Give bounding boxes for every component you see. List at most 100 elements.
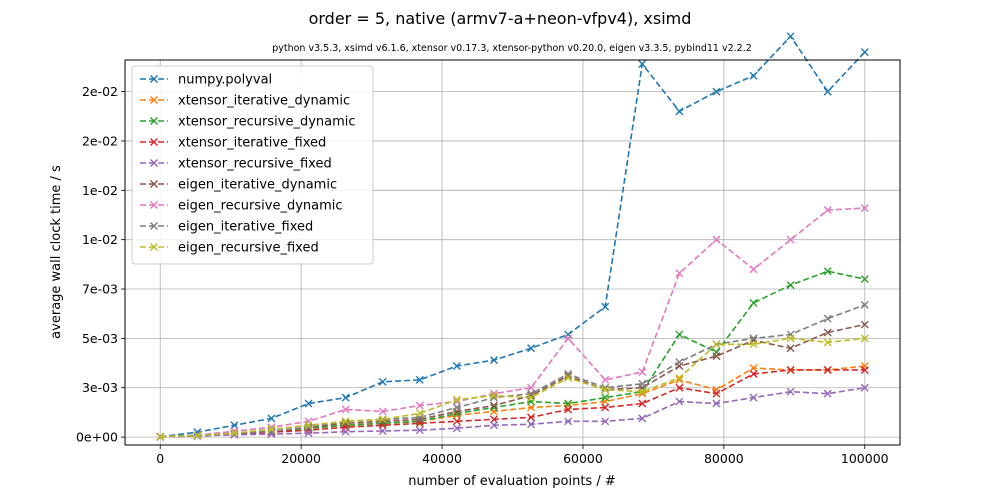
- marker-stroke: [675, 107, 684, 116]
- y-tick-label: 0e+00: [76, 430, 118, 445]
- legend-marker: [150, 180, 158, 188]
- y-tick-label: 2e-02: [82, 84, 118, 99]
- marker-stroke: [786, 365, 795, 374]
- marker-stroke: [378, 377, 387, 386]
- data-point: [527, 383, 536, 392]
- marker-stroke: [823, 389, 832, 398]
- data-point: [489, 401, 498, 410]
- marker-stroke: [378, 426, 387, 435]
- data-point: [601, 417, 610, 426]
- marker-stroke: [341, 393, 350, 402]
- data-point: [749, 71, 758, 80]
- data-point: [601, 375, 610, 384]
- marker-stroke: [304, 421, 313, 430]
- data-point: [452, 395, 461, 404]
- series-line: [160, 337, 865, 438]
- data-point: [230, 429, 239, 438]
- marker-stroke: [712, 352, 721, 361]
- data-point: [489, 356, 498, 365]
- marker-stroke: [341, 417, 350, 426]
- marker-stroke: [452, 395, 461, 404]
- data-point: [527, 420, 536, 429]
- data-point: [452, 424, 461, 433]
- data-point: [452, 403, 461, 412]
- marker-stroke: [749, 340, 758, 349]
- data-point: [527, 344, 536, 353]
- data-point: [304, 421, 313, 430]
- data-point: [415, 401, 424, 410]
- marker-stroke: [150, 138, 158, 146]
- marker-stroke: [638, 367, 647, 376]
- data-point: [415, 426, 424, 435]
- data-point: [489, 415, 498, 424]
- data-point: [564, 405, 573, 414]
- legend-label: eigen_recursive_dynamic: [178, 199, 343, 214]
- data-point: [341, 405, 350, 414]
- data-point: [712, 352, 721, 361]
- marker-stroke: [786, 281, 795, 290]
- data-point: [712, 235, 721, 244]
- marker-stroke: [527, 413, 536, 422]
- marker-stroke: [860, 383, 869, 392]
- legend-item: xtensor_iterative_fixed: [140, 136, 326, 151]
- marker-stroke: [378, 407, 387, 416]
- data-point: [527, 413, 536, 422]
- marker-stroke: [823, 338, 832, 347]
- data-point: [601, 302, 610, 311]
- marker-stroke: [712, 399, 721, 408]
- marker-stroke: [786, 387, 795, 396]
- marker-stroke: [341, 405, 350, 414]
- data-point: [341, 393, 350, 402]
- marker-stroke: [749, 369, 758, 378]
- legend-item: numpy.polyval: [140, 73, 272, 88]
- legend-item: eigen_iterative_fixed: [140, 220, 313, 235]
- marker-stroke: [675, 358, 684, 367]
- series-numpy-polyval: [156, 32, 869, 441]
- data-point: [378, 407, 387, 416]
- marker-stroke: [156, 432, 165, 441]
- marker-stroke: [527, 403, 536, 412]
- marker-stroke: [638, 399, 647, 408]
- data-point: [675, 397, 684, 406]
- data-point: [860, 48, 869, 57]
- marker-stroke: [860, 300, 869, 309]
- marker-stroke: [150, 75, 158, 83]
- series-line: [160, 369, 865, 438]
- marker-stroke: [378, 415, 387, 424]
- series-eigen-recursive-dynamic: [156, 204, 869, 441]
- marker-stroke: [527, 393, 536, 402]
- data-point: [675, 269, 684, 278]
- marker-stroke: [675, 375, 684, 384]
- data-point: [564, 417, 573, 426]
- data-point: [638, 59, 647, 68]
- y-tick-label: 1e-02: [82, 232, 118, 247]
- x-tick-label: 60000: [563, 451, 603, 466]
- data-point: [749, 364, 758, 372]
- data-point: [527, 403, 536, 412]
- series-line: [160, 386, 865, 438]
- marker-stroke: [601, 375, 610, 384]
- marker-stroke: [230, 427, 239, 436]
- marker-stroke: [564, 417, 573, 426]
- data-point: [823, 338, 832, 347]
- y-axis-label: average wall clock time / s: [49, 165, 64, 339]
- marker-stroke: [452, 417, 461, 426]
- y-tick-label: 3e-03: [82, 380, 118, 395]
- marker-stroke: [230, 429, 239, 438]
- marker-stroke: [823, 314, 832, 323]
- marker-stroke: [823, 328, 832, 337]
- marker-stroke: [675, 397, 684, 406]
- x-axis-label: number of evaluation points / #: [408, 474, 616, 489]
- data-point: [823, 206, 832, 215]
- data-point: [749, 369, 758, 378]
- marker-stroke: [415, 401, 424, 410]
- x-tick-label: 0: [156, 451, 164, 466]
- data-point: [860, 334, 869, 343]
- legend-marker: [150, 159, 158, 167]
- data-point: [564, 334, 573, 343]
- y-tick-label: 2e-02: [82, 133, 118, 148]
- marker-stroke: [150, 117, 158, 125]
- marker-stroke: [638, 379, 647, 388]
- chart-title: order = 5, native (armv7-a+neon-vfpv4), …: [309, 9, 692, 28]
- data-point: [712, 399, 721, 408]
